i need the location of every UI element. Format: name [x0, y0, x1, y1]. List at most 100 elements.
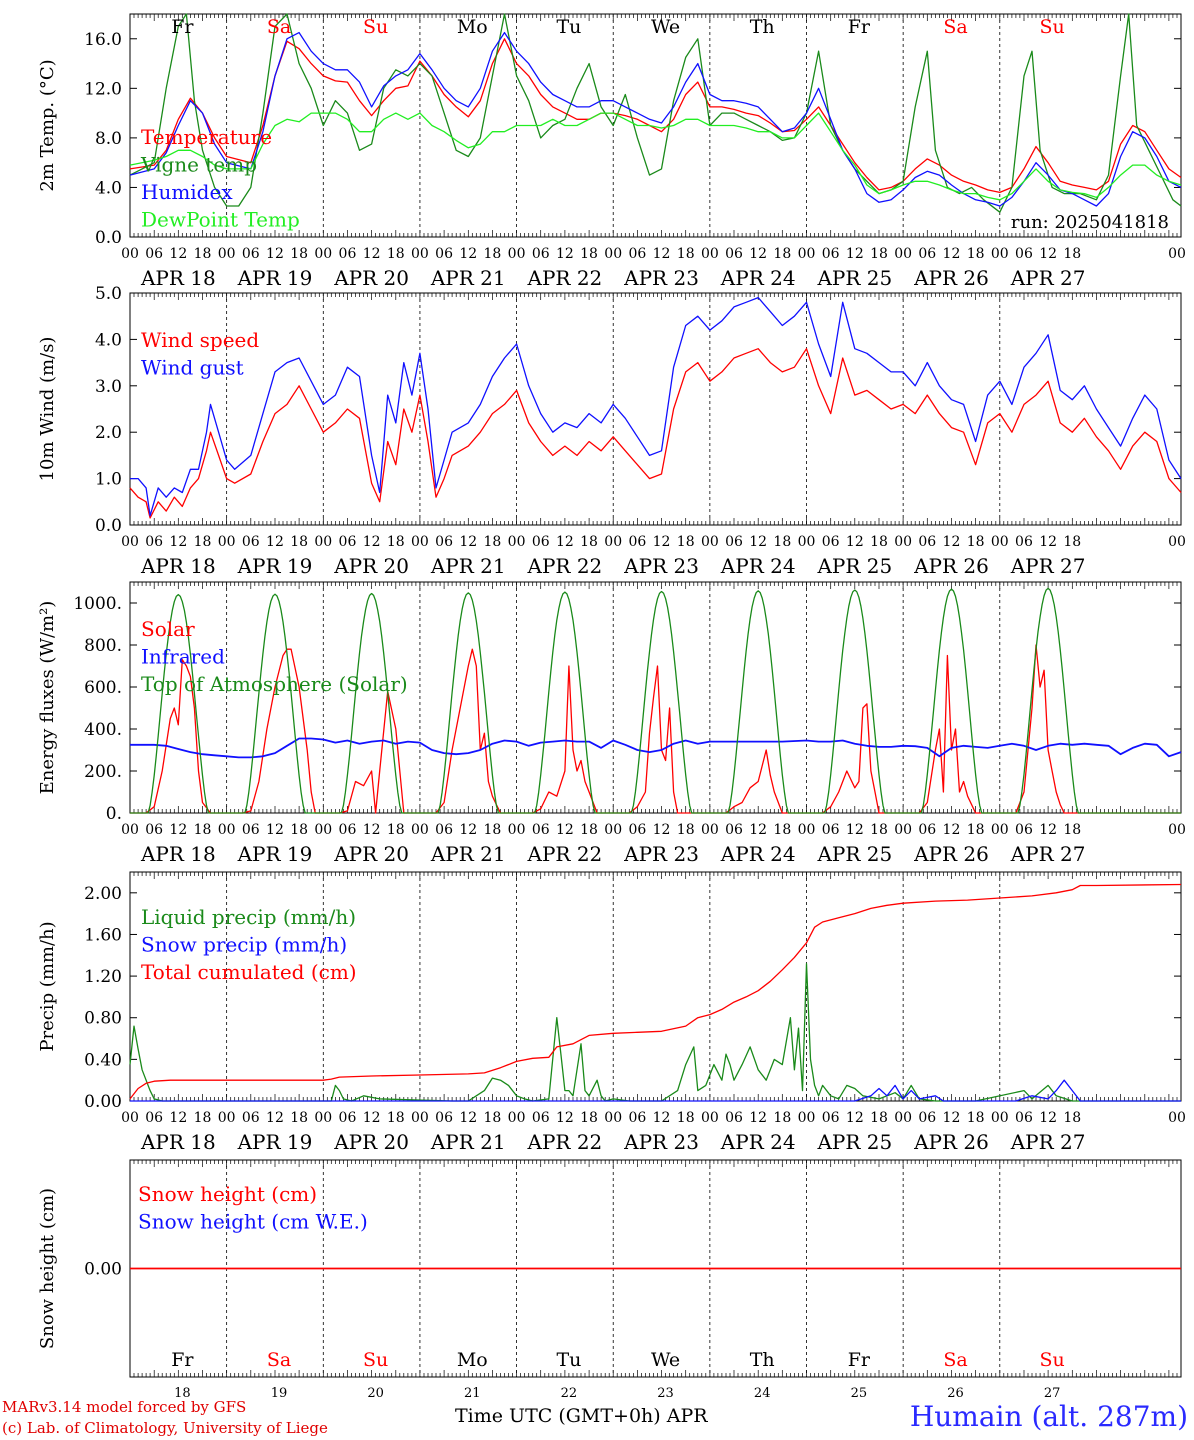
panel-1-hour-label: 06	[1015, 246, 1033, 262]
panel-3-legend-item: Solar	[141, 617, 195, 641]
weekday-label-bottom: Sa	[943, 1349, 967, 1371]
weekday-label-bottom: Sa	[267, 1349, 291, 1371]
weekday-label-bottom: Th	[750, 1349, 775, 1371]
panel-4-hour-label: 12	[943, 1110, 961, 1126]
panel-3-date-label: APR 19	[237, 842, 313, 866]
weekday-label: We	[651, 16, 680, 38]
panel-4-date-label: APR 24	[720, 1130, 796, 1154]
panel-1-hour-label: 18	[773, 246, 791, 262]
panel-4-date-label: APR 27	[1010, 1130, 1086, 1154]
panel-3-hour-label: 12	[943, 822, 961, 838]
panel-1-hour-label: 18	[387, 246, 405, 262]
panel-4-ytick-label: 0.40	[84, 1050, 122, 1070]
panel-3-date-label: APR 22	[527, 842, 603, 866]
panel-5-hour-ticks	[129, 1160, 1182, 1377]
panel-2-ytick-label: 1.0	[95, 470, 122, 490]
weekday-label-bottom: We	[651, 1349, 680, 1371]
panel-1-run-annotation: run: 2025041818	[1011, 212, 1169, 233]
panel-2-hour-label: 12	[556, 534, 574, 550]
panel-3-hour-label: 18	[677, 822, 695, 838]
panel-1-ytick-label: 8.0	[95, 129, 122, 149]
panel-4-hour-label: 18	[483, 1110, 501, 1126]
panel-3-hour-label: 06	[628, 822, 646, 838]
panel-1-ytick-label: 4.0	[95, 178, 122, 198]
day-number-label: 19	[271, 1386, 288, 1401]
panel-3-date-label: APR 23	[623, 842, 699, 866]
panel-1-hour-label: 18	[483, 246, 501, 262]
panel-4-hour-label: 18	[870, 1110, 888, 1126]
panel-1-hour-ticks	[129, 14, 1182, 237]
panel-1-hour-label: 18	[870, 246, 888, 262]
panel-1-legend-item: Vigne temp	[140, 153, 257, 177]
panel-4-date-label: APR 26	[913, 1130, 989, 1154]
panel-3-hour-label: 12	[169, 822, 187, 838]
panel-1-hour-label: 18	[967, 246, 985, 262]
panel-4-date-label: APR 20	[333, 1130, 409, 1154]
panel-2-date-label: APR 18	[140, 554, 216, 578]
panel-3-hour-label: 00	[508, 822, 526, 838]
panel-3-hour-label: 18	[1063, 822, 1081, 838]
panel-1-date-label: APR 27	[1010, 266, 1086, 290]
panel-3-hour-label: 18	[870, 822, 888, 838]
panel-3-date-label: APR 26	[913, 842, 989, 866]
panel-1-date-label: APR 23	[623, 266, 699, 290]
panel-2-hour-label: 00	[121, 534, 139, 550]
panel-2-hour-label: 00	[411, 534, 429, 550]
panel-2-hour-label: 18	[967, 534, 985, 550]
panel-5-ytick-label: 0.00	[84, 1260, 122, 1280]
day-number-label: 25	[851, 1386, 868, 1401]
weekday-label: Su	[363, 16, 388, 38]
panel-3-hour-label: 06	[918, 822, 936, 838]
panel-4-hour-label: 12	[363, 1110, 381, 1126]
panel-3-ytick-label: 800.	[84, 636, 122, 656]
panel-1-legend-item: Humidex	[141, 180, 233, 204]
panel-2-frame	[129, 292, 1182, 526]
panel-2-ytick-label: 0.0	[95, 516, 122, 536]
panel-1-hour-label: 06	[918, 246, 936, 262]
panel-2-hour-label: 00	[604, 534, 622, 550]
panel-1-hour-label: 18	[1063, 246, 1081, 262]
panel-4-hour-label: 00	[604, 1110, 622, 1126]
weekday-label: Th	[750, 16, 775, 38]
panel-4-hour-label: 18	[967, 1110, 985, 1126]
panel-2-hour-label: 06	[822, 534, 840, 550]
panel-2-ytick-label: 5.0	[95, 284, 122, 304]
panel-1-hour-label: 00	[798, 246, 816, 262]
panel-3-series-solar	[130, 644, 1181, 814]
panel-2-date-label: APR 25	[816, 554, 892, 578]
panel-2-hour-label: 06	[435, 534, 453, 550]
panel-2-ytick-label: 4.0	[95, 330, 122, 350]
panel-3-ylabel: Energy fluxes (W/m²)	[37, 601, 58, 795]
panel-2-hour-label: 00	[508, 534, 526, 550]
panel-2-hour-label: 12	[1039, 534, 1057, 550]
weekday-label-bottom: Su	[1040, 1349, 1065, 1371]
panel-2-series-wind-speed	[129, 348, 1182, 519]
panel-2-hour-label: 12	[653, 534, 671, 550]
panel-1-hour-label: 12	[749, 246, 767, 262]
panel-2-series-wind-gust	[130, 296, 1182, 517]
panel-1-ytick-label: 16.0	[84, 30, 122, 50]
panel-4-legend-item: Snow precip (mm/h)	[141, 933, 347, 957]
panel-2-hour-label: 12	[943, 534, 961, 550]
panel-2-date-label: APR 19	[237, 554, 313, 578]
panel-1-legend-item: Temperature	[141, 125, 272, 149]
panel-5-legend-item: Snow height (cm)	[138, 1182, 317, 1206]
panel-3-hour-label: 12	[556, 822, 574, 838]
panel-4-hour-label: 00	[1168, 1110, 1186, 1126]
panel-4-ytick-label: 0.80	[84, 1009, 122, 1029]
panel-3-hour-label: 00	[604, 822, 622, 838]
panel-3-series-infrared	[130, 737, 1182, 759]
weekday-label: Fr	[848, 16, 871, 38]
panel-1-hour-label: 12	[943, 246, 961, 262]
panel-1-series-temperature	[129, 38, 1182, 194]
panel-4-hour-label: 12	[266, 1110, 284, 1126]
panel-4-date-label: APR 21	[430, 1130, 506, 1154]
panel-4-hour-label: 06	[1015, 1110, 1033, 1126]
panel-1-hour-label: 12	[459, 246, 477, 262]
panel-1-hour-label: 00	[701, 246, 719, 262]
weekday-label-bottom: Mo	[457, 1349, 488, 1371]
panel-1-hour-label: 06	[725, 246, 743, 262]
panel-1-date-label: APR 19	[237, 266, 313, 290]
panel-1-hour-label: 06	[339, 246, 357, 262]
panel-3-date-label: APR 27	[1010, 842, 1086, 866]
